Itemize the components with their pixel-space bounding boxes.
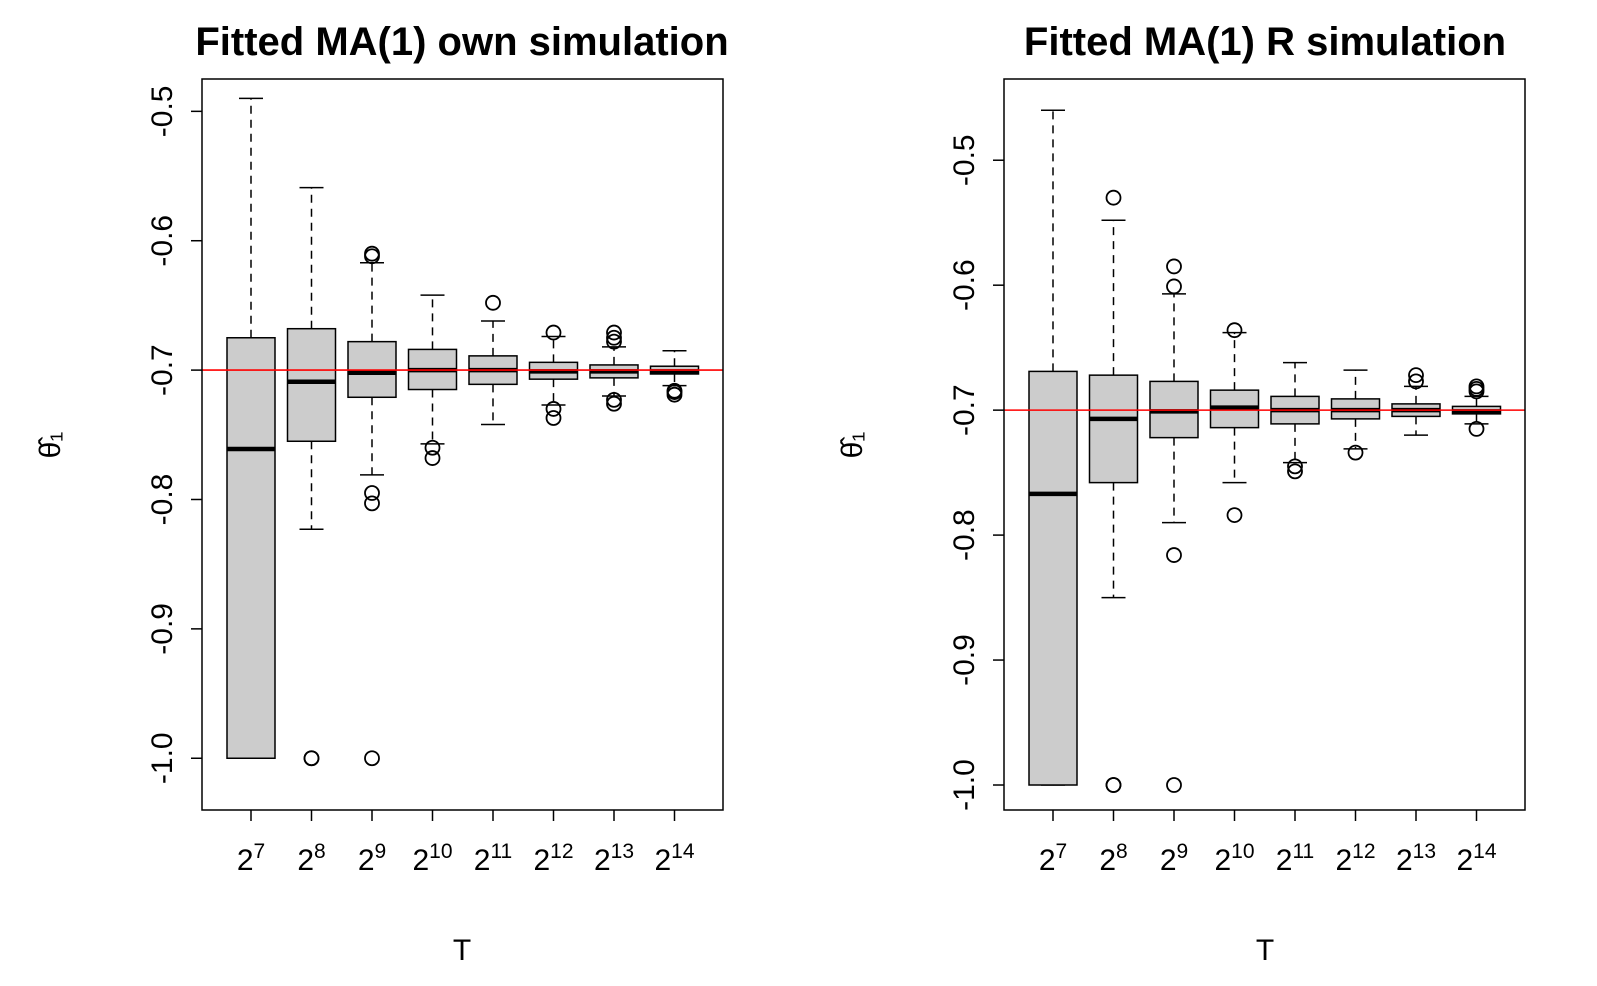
box-iqr (1028, 370, 1078, 786)
box-2 (1088, 189, 1139, 793)
outlier-point (606, 333, 622, 350)
x-tick-label: 27 (1039, 840, 1067, 877)
y-tick-label: -0.6 (146, 215, 179, 267)
outlier-point (545, 401, 562, 417)
outlier-point (1166, 547, 1182, 563)
chart-panel-2: Fitted MA(1) R simulation -1.0 -0.9 -0.8 -0.… (836, 20, 1526, 967)
box-iqr (286, 327, 337, 443)
box-1 (1028, 109, 1078, 786)
box-7 (1391, 367, 1441, 436)
x-tick-label: 214 (654, 840, 694, 877)
plot-frame (201, 78, 724, 811)
box-8 (1451, 378, 1502, 437)
y-tick-label: -0.5 (146, 85, 179, 137)
y-tick-label: -0.7 (948, 384, 981, 436)
outlier-point (1226, 507, 1243, 524)
outlier-point (606, 329, 622, 346)
outlier-point (424, 439, 441, 456)
outlier-point (485, 294, 501, 311)
outlier-point (1408, 373, 1424, 390)
outlier-point (1347, 444, 1364, 461)
outlier-point (364, 495, 380, 512)
x-axis-label: T (1256, 934, 1274, 967)
box-4 (1209, 322, 1260, 524)
outlier-point (1468, 378, 1485, 395)
outlier-point (364, 248, 380, 265)
box-3 (1149, 258, 1199, 793)
outlier-point (1105, 189, 1122, 206)
x-tick-label: 214 (1456, 840, 1496, 877)
x-tick-label: 212 (533, 840, 573, 877)
y-tick-label: -0.8 (948, 509, 981, 561)
box-8 (649, 349, 700, 403)
y-axis-label: θ̂₁ (34, 432, 67, 459)
outlier-point (1166, 777, 1182, 793)
box-5 (1270, 361, 1320, 480)
box-iqr (226, 337, 276, 759)
outlier-point (545, 324, 562, 341)
box-7 (589, 324, 639, 412)
outlier-point (1166, 278, 1182, 295)
x-tick-label: 29 (358, 840, 386, 877)
x-tick-label: 210 (412, 840, 452, 877)
outlier-point (1408, 367, 1424, 384)
box-iqr (1088, 374, 1139, 484)
x-tick-label: 28 (297, 840, 325, 877)
outlier-point (1287, 463, 1303, 480)
y-tick-label: -0.9 (948, 634, 981, 686)
y-tick-label: -0.9 (146, 603, 179, 655)
y-tick-label: -0.8 (146, 474, 179, 526)
x-tick-label: 211 (474, 840, 513, 877)
x-tick-label: 27 (237, 840, 265, 877)
outlier-point (606, 395, 622, 412)
outlier-point (1105, 777, 1122, 793)
box-2 (286, 186, 337, 767)
outlier-point (424, 450, 441, 466)
x-tick-label: 28 (1099, 840, 1127, 877)
box-1 (226, 97, 276, 759)
chart-title: Fitted MA(1) R simulation (1024, 20, 1506, 64)
y-tick-label: -0.5 (948, 134, 981, 186)
outlier-point (1287, 458, 1303, 475)
y-tick-label: -0.7 (146, 344, 179, 396)
outlier-point (1166, 258, 1182, 275)
box-6 (1330, 369, 1381, 461)
outlier-point (303, 750, 320, 767)
x-tick-label: 212 (1335, 840, 1375, 877)
y-axis-label: θ̂₁ (836, 432, 869, 459)
box-6 (528, 324, 579, 426)
box-4 (407, 294, 458, 466)
outlier-point (1226, 322, 1243, 339)
x-tick-label: 213 (594, 840, 634, 877)
x-tick-label: 210 (1214, 840, 1254, 877)
x-axis-label: T (453, 934, 471, 967)
x-tick-label: 211 (1276, 840, 1315, 877)
y-tick-label: -0.6 (948, 259, 981, 311)
chart-panel-1: Fitted MA(1) own simulation -1.0 -0.9 -0.8 -… (34, 20, 729, 967)
x-tick-label: 213 (1396, 840, 1436, 877)
outlier-point (1468, 383, 1485, 400)
outlier-point (1468, 420, 1485, 437)
y-tick-label: -1.0 (948, 759, 981, 811)
outlier-point (606, 324, 622, 341)
y-tick-label: -1.0 (146, 732, 179, 784)
plot-frame (1003, 78, 1526, 811)
outlier-point (545, 410, 562, 426)
chart-title: Fitted MA(1) own simulation (195, 20, 728, 64)
outlier-point (666, 384, 683, 401)
outlier-point (364, 485, 380, 501)
outlier-point (364, 750, 380, 767)
outlier-point (606, 391, 622, 408)
x-tick-label: 29 (1160, 840, 1188, 877)
box-5 (468, 294, 518, 426)
box-3 (347, 245, 397, 767)
